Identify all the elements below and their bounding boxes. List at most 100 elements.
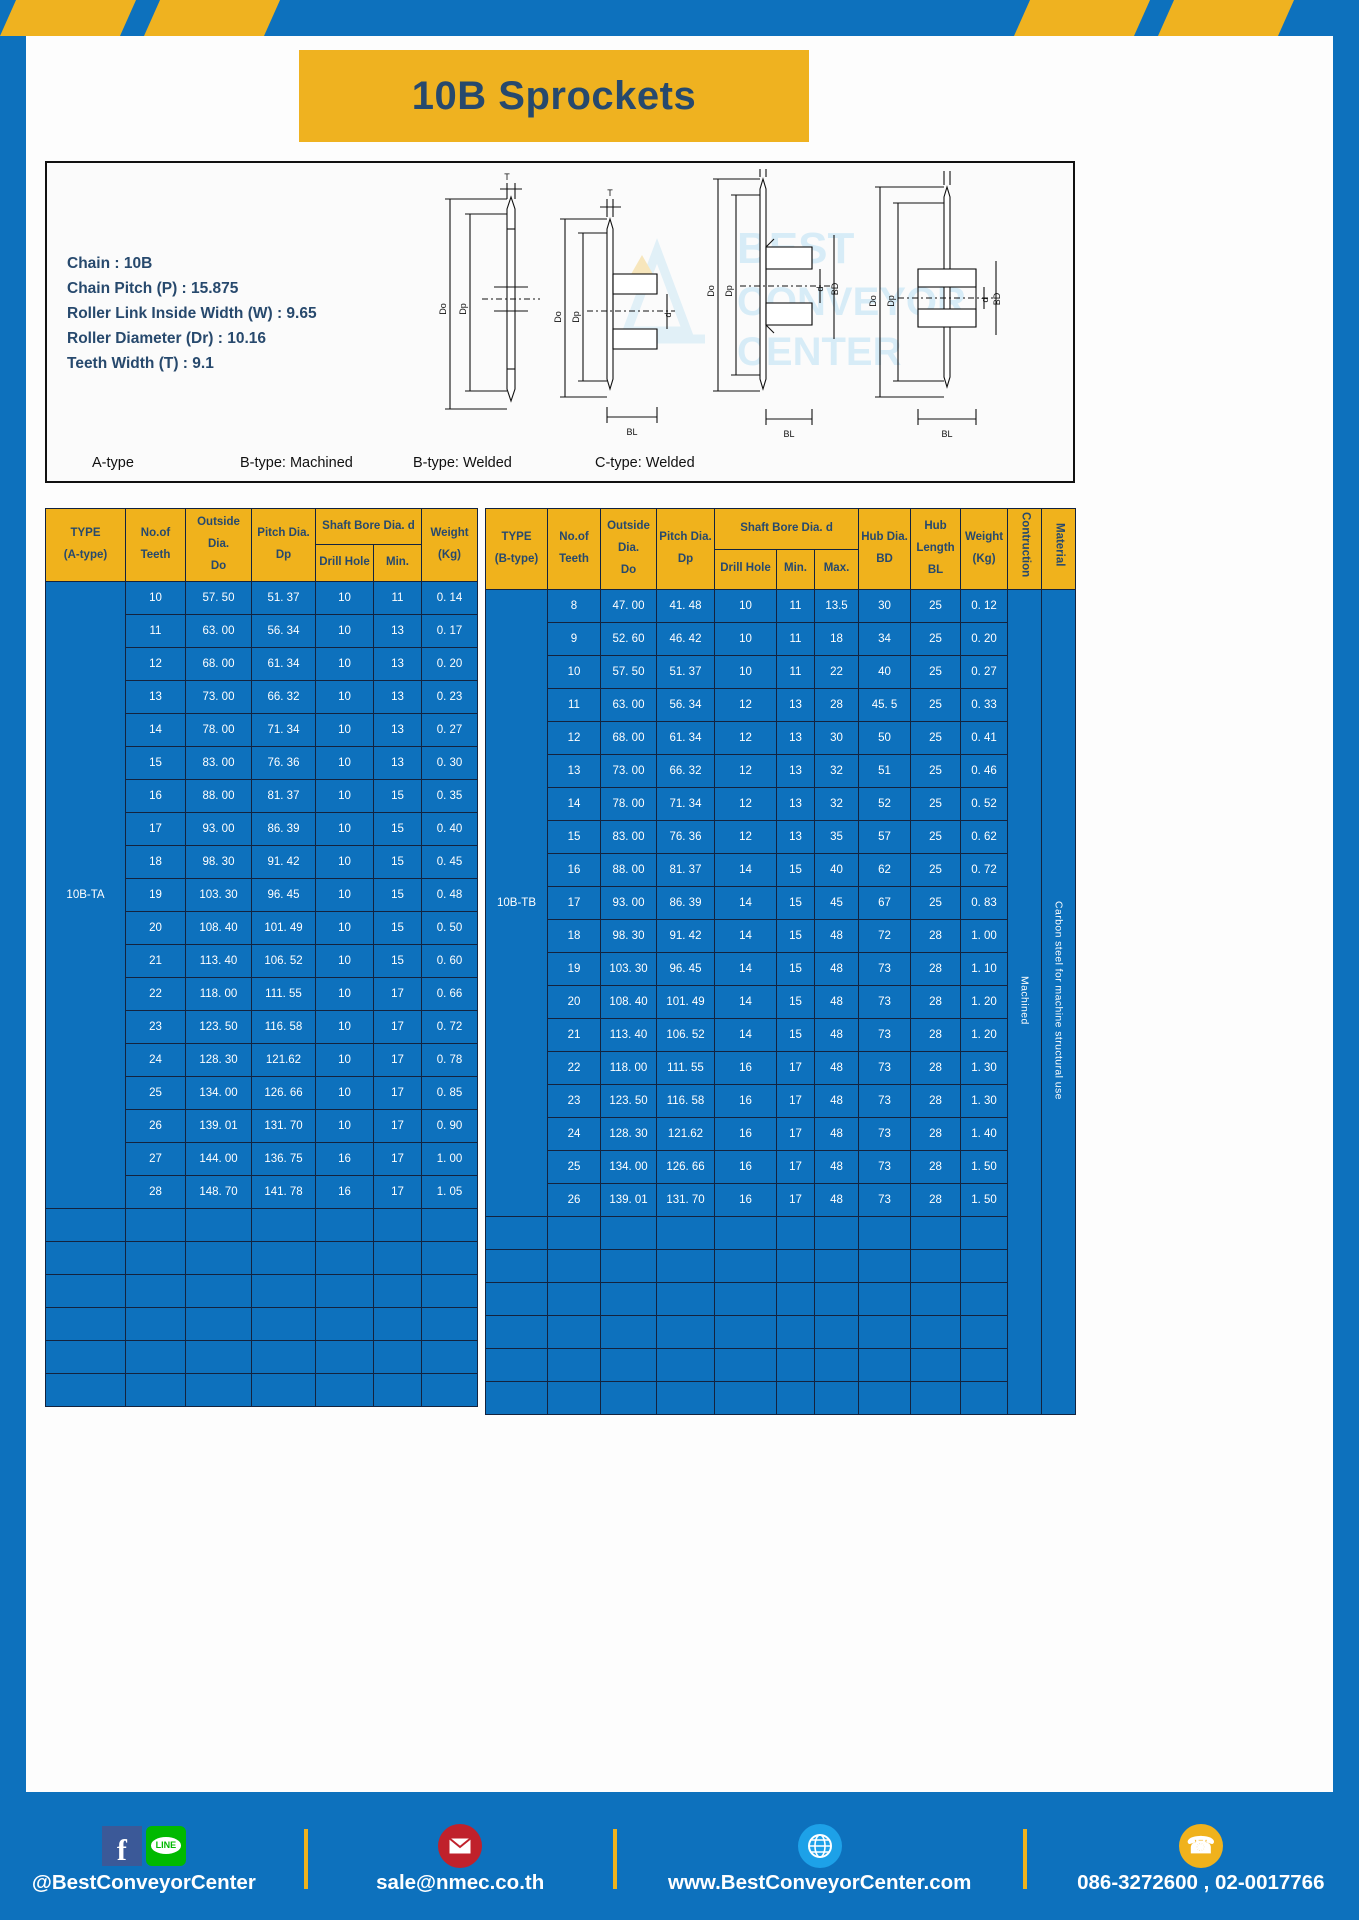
table-cell: 57 [858, 820, 912, 854]
globe-icon[interactable] [797, 1823, 842, 1868]
table-cell: 73 [858, 952, 912, 986]
table-cell: 48 [813, 1018, 860, 1052]
table-cell: 73. 00 [600, 754, 657, 788]
footer-phone[interactable]: 086-3272600 , 02-0017766 [1077, 1870, 1325, 1894]
table-cell: 41. 48 [656, 589, 715, 623]
table-cell: 17 [776, 1051, 815, 1085]
table-cell: 12 [714, 754, 777, 788]
table-cell: 12 [714, 721, 777, 755]
spec-list: Chain : 10B Chain Pitch (P) : 15.875 Rol… [67, 251, 317, 377]
table-cell: 86. 39 [656, 886, 715, 920]
table-cell: 25 [910, 853, 962, 887]
table-cell: 116. 58 [251, 1009, 316, 1044]
table-cell: 16 [315, 1174, 374, 1209]
table-row-empty [485, 1282, 1076, 1316]
table-cell-empty [421, 1306, 478, 1341]
table-cell: 28 [910, 1018, 962, 1052]
table-cell: 12 [547, 721, 601, 755]
table-cell: 121.62 [656, 1117, 715, 1151]
chevron-stripe [1156, 0, 1296, 36]
table-row: 21 113. 40 106. 52 10 15 0. 60 [46, 943, 478, 978]
table-cell: 10 [315, 679, 374, 714]
footer-website-group[interactable]: www.BestConveyorCenter.com [633, 1823, 1007, 1895]
footer-facebook-group[interactable]: f LINE @BestConveyorCenter [0, 1824, 288, 1895]
table-cell-empty [315, 1372, 374, 1407]
table-cell: 10 [714, 655, 777, 689]
table-cell: 48 [813, 919, 860, 953]
table-cell: 25 [910, 589, 962, 623]
table-cell-empty [714, 1315, 777, 1349]
svg-text:T: T [607, 188, 613, 198]
table-cell: 15 [776, 853, 815, 887]
table-cell: 19 [125, 877, 186, 912]
footer-divider [1022, 1829, 1027, 1889]
table-cell: 10 [315, 1075, 374, 1110]
th-material: Material [1041, 508, 1077, 590]
table-cell: 15 [125, 745, 186, 780]
table-cell: 10 [315, 646, 374, 681]
table-cell: 12 [714, 787, 777, 821]
table-row: 10 57. 50 51. 37 10 11 22 40 25 0. 27 [486, 655, 1076, 689]
globe-glyph [807, 1833, 832, 1858]
table-cell: 78. 00 [185, 712, 252, 747]
footer-email[interactable]: sale@nmec.co.th [376, 1870, 545, 1894]
table-cell: 93. 00 [600, 886, 657, 920]
footer-facebook-handle[interactable]: @BestConveyorCenter [31, 1870, 256, 1894]
table-cell: 11 [125, 613, 186, 648]
table-cell: 106. 52 [656, 1018, 715, 1052]
spec-roller-diameter: Roller Diameter (Dr) : 10.16 [67, 330, 266, 348]
table-cell: 25 [910, 655, 962, 689]
line-icon[interactable]: LINE [145, 1825, 186, 1866]
table-cell-empty [45, 1306, 126, 1341]
footer-website[interactable]: www.BestConveyorCenter.com [668, 1870, 972, 1894]
email-icon[interactable] [438, 1823, 483, 1868]
svg-text:Dp: Dp [458, 303, 468, 315]
svg-text:BL: BL [941, 429, 952, 439]
th-outside-dia: Outside Dia. Do [600, 508, 657, 590]
table-cell: 68. 00 [600, 721, 657, 755]
footer-email-group[interactable]: sale@nmec.co.th [324, 1823, 597, 1895]
table-cell: 17 [373, 976, 422, 1011]
table-cell-empty [858, 1216, 912, 1250]
table-cell: 45. 5 [858, 688, 912, 722]
table-cell-empty [547, 1315, 601, 1349]
table-cell: 23 [547, 1084, 601, 1118]
table-cell: 48 [813, 1183, 860, 1217]
phone-icon[interactable]: ☎ [1178, 1823, 1223, 1868]
table-cell: 40 [858, 655, 912, 689]
table-cell: 116. 58 [656, 1084, 715, 1118]
spec-teeth-width: Teeth Width (T) : 9.1 [67, 355, 214, 373]
table-cell: 51. 37 [656, 655, 715, 689]
table-cell: 1. 30 [960, 1051, 1009, 1085]
table-cell: 28 [910, 952, 962, 986]
table-cell-empty [858, 1282, 912, 1316]
table-cell: 15 [373, 910, 422, 945]
table-cell: 123. 50 [185, 1009, 252, 1044]
table-cell: 73. 00 [185, 679, 252, 714]
table-cell: 17 [776, 1183, 815, 1217]
table-cell: 123. 50 [600, 1084, 657, 1118]
table-row-empty [485, 1249, 1076, 1283]
table-cell: 17 [776, 1084, 815, 1118]
footer-phone-group[interactable]: ☎ 086-3272600 , 02-0017766 [1043, 1823, 1359, 1895]
table-cell-empty [315, 1273, 374, 1308]
table-cell: 106. 52 [251, 943, 316, 978]
table-cell: 18 [125, 844, 186, 879]
facebook-icon[interactable]: f [101, 1825, 142, 1866]
table-cell: 78. 00 [600, 787, 657, 821]
table-cell: 63. 00 [600, 688, 657, 722]
table-cell: 0. 27 [960, 655, 1009, 689]
table-cell: 91. 42 [251, 844, 316, 879]
table-cell: 28 [910, 1117, 962, 1151]
table-cell: 0. 72 [421, 1009, 478, 1044]
table-cell: 61. 34 [656, 721, 715, 755]
table-cell: 1. 40 [960, 1117, 1009, 1151]
table-cell: 18 [547, 919, 601, 953]
table-cell: 25 [910, 820, 962, 854]
table-cell: 13 [776, 721, 815, 755]
table-cell: 0. 78 [421, 1042, 478, 1077]
table-cell: 10 [714, 622, 777, 656]
table-row: 26 139. 01 131. 70 16 17 48 73 28 1. 50 [486, 1183, 1076, 1217]
th-drill-hole: Drill Hole [714, 548, 777, 590]
table-cell: 0. 12 [960, 589, 1009, 623]
